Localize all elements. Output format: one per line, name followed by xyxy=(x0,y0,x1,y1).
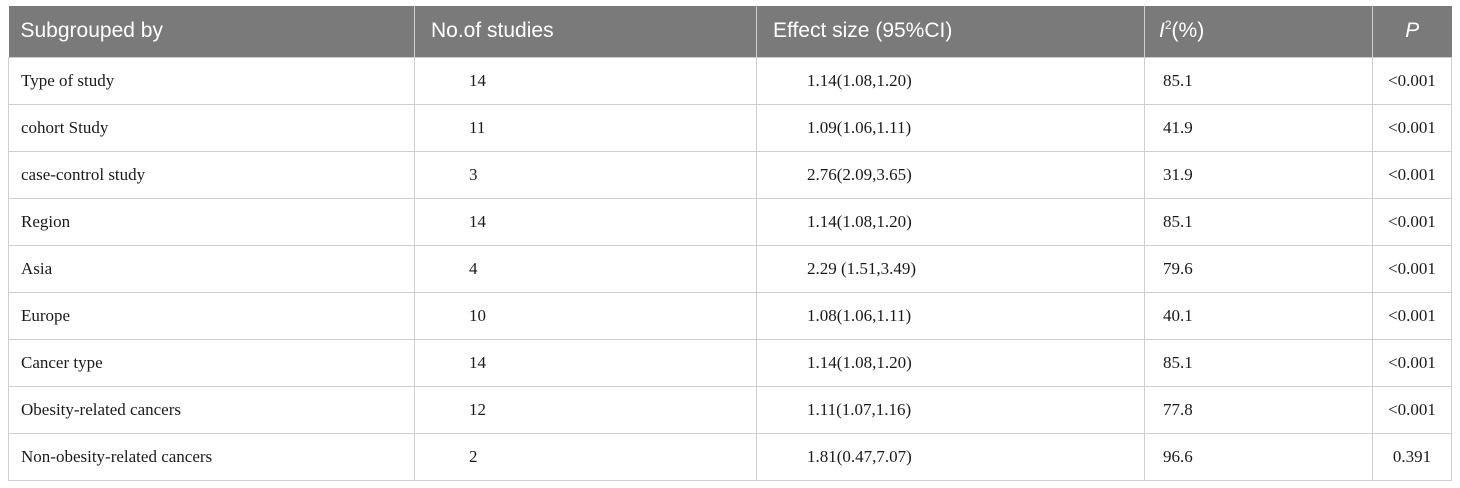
cell-subgroup: Asia xyxy=(8,244,415,293)
header-studies: No.of studies xyxy=(414,6,757,57)
cell-studies: 10 xyxy=(414,291,757,340)
cell-subgroup: Cancer type xyxy=(8,338,415,387)
cell-i2: 77.8 xyxy=(1144,385,1373,434)
header-row: Subgrouped by No.of studies Effect size … xyxy=(8,6,1452,57)
cell-studies: 14 xyxy=(414,56,757,105)
cell-subgroup: Non-obesity-related cancers xyxy=(8,432,415,481)
cell-studies: 4 xyxy=(414,244,757,293)
cell-subgroup: Obesity-related cancers xyxy=(8,385,415,434)
table-header: Subgrouped by No.of studies Effect size … xyxy=(8,6,1452,57)
cell-i2: 79.6 xyxy=(1144,244,1373,293)
cell-p-value: <0.001 xyxy=(1372,197,1452,246)
table-row: Non-obesity-related cancers 2 1.81(0.47,… xyxy=(8,432,1452,481)
cell-subgroup: cohort Study xyxy=(8,103,415,152)
cell-effect-size: 1.81(0.47,7.07) xyxy=(756,432,1145,481)
cell-effect-size: 1.11(1.07,1.16) xyxy=(756,385,1145,434)
cell-i2: 41.9 xyxy=(1144,103,1373,152)
table-row: Type of study 14 1.14(1.08,1.20) 85.1 <0… xyxy=(8,56,1452,105)
header-subgroup: Subgrouped by xyxy=(8,6,415,57)
cell-studies: 14 xyxy=(414,338,757,387)
cell-p-value: <0.001 xyxy=(1372,103,1452,152)
header-i2-letter: I xyxy=(1159,19,1165,43)
table-row: Asia 4 2.29 (1.51,3.49) 79.6 <0.001 xyxy=(8,244,1452,293)
cell-effect-size: 1.14(1.08,1.20) xyxy=(756,338,1145,387)
table-body: Type of study 14 1.14(1.08,1.20) 85.1 <0… xyxy=(8,56,1452,481)
cell-p-value: <0.001 xyxy=(1372,338,1452,387)
cell-studies: 12 xyxy=(414,385,757,434)
cell-p-value: <0.001 xyxy=(1372,244,1452,293)
table-row: Cancer type 14 1.14(1.08,1.20) 85.1 <0.0… xyxy=(8,338,1452,387)
cell-i2: 40.1 xyxy=(1144,291,1373,340)
cell-subgroup: Region xyxy=(8,197,415,246)
cell-studies: 2 xyxy=(414,432,757,481)
header-i2-superscript: 2 xyxy=(1164,18,1172,33)
cell-effect-size: 1.09(1.06,1.11) xyxy=(756,103,1145,152)
cell-p-value: <0.001 xyxy=(1372,56,1452,105)
cell-studies: 3 xyxy=(414,150,757,199)
cell-subgroup: Type of study xyxy=(8,56,415,105)
cell-i2: 96.6 xyxy=(1144,432,1373,481)
cell-i2: 85.1 xyxy=(1144,56,1373,105)
header-heterogeneity: I2(%) xyxy=(1144,6,1373,57)
cell-p-value: <0.001 xyxy=(1372,291,1452,340)
cell-subgroup: Europe xyxy=(8,291,415,340)
cell-p-value: <0.001 xyxy=(1372,385,1452,434)
cell-subgroup: case-control study xyxy=(8,150,415,199)
cell-studies: 11 xyxy=(414,103,757,152)
table-row: case-control study 3 2.76(2.09,3.65) 31.… xyxy=(8,150,1452,199)
cell-effect-size: 2.29 (1.51,3.49) xyxy=(756,244,1145,293)
cell-i2: 85.1 xyxy=(1144,197,1373,246)
table-row: cohort Study 11 1.09(1.06,1.11) 41.9 <0.… xyxy=(8,103,1452,152)
cell-studies: 14 xyxy=(414,197,757,246)
table-row: Obesity-related cancers 12 1.11(1.07,1.1… xyxy=(8,385,1452,434)
cell-i2: 31.9 xyxy=(1144,150,1373,199)
cell-p-value: 0.391 xyxy=(1372,432,1452,481)
cell-effect-size: 1.14(1.08,1.20) xyxy=(756,197,1145,246)
cell-effect-size: 1.08(1.06,1.11) xyxy=(756,291,1145,340)
cell-effect-size: 2.76(2.09,3.65) xyxy=(756,150,1145,199)
header-i2-unit: (%) xyxy=(1171,19,1205,43)
header-p-value: P xyxy=(1372,6,1452,57)
cell-p-value: <0.001 xyxy=(1372,150,1452,199)
subgroup-analysis-table: Subgrouped by No.of studies Effect size … xyxy=(8,6,1452,481)
table-row: Europe 10 1.08(1.06,1.11) 40.1 <0.001 xyxy=(8,291,1452,340)
table-row: Region 14 1.14(1.08,1.20) 85.1 <0.001 xyxy=(8,197,1452,246)
table-container: Subgrouped by No.of studies Effect size … xyxy=(8,6,1452,481)
cell-i2: 85.1 xyxy=(1144,338,1373,387)
cell-effect-size: 1.14(1.08,1.20) xyxy=(756,56,1145,105)
header-effect-size: Effect size (95%CI) xyxy=(756,6,1145,57)
